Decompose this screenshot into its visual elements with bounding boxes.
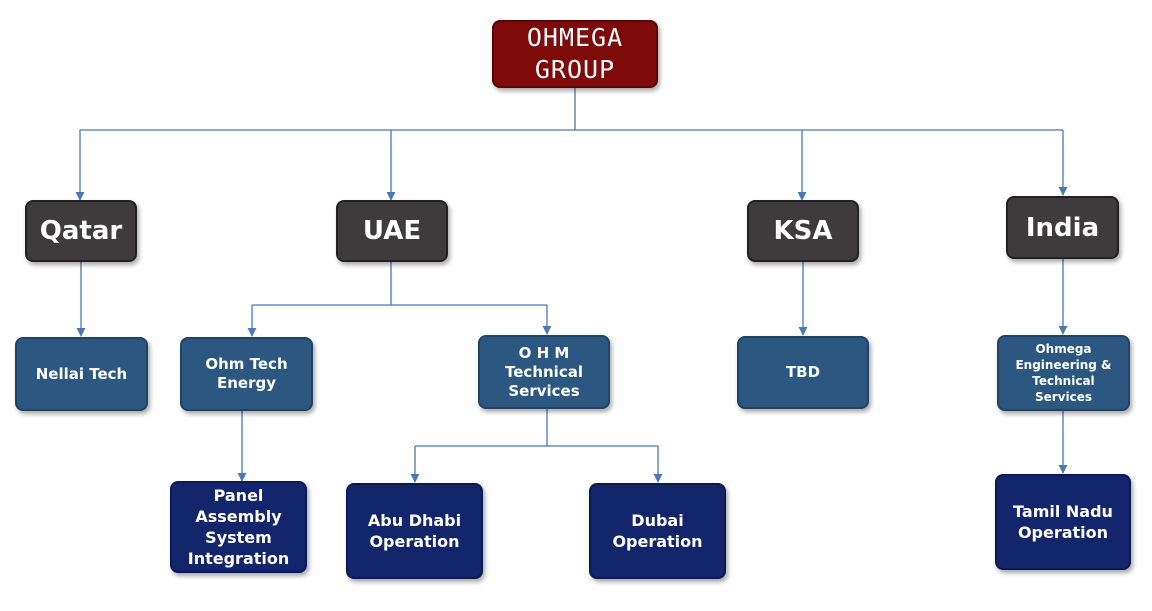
company-label: Nellai Tech: [35, 364, 128, 383]
country-node-qatar: Qatar: [25, 200, 137, 262]
root-node-ohmega-group: OHMEGA GROUP: [492, 20, 658, 88]
country-label: India: [1025, 212, 1100, 243]
operation-node-abu-dhabi: Abu Dhabi Operation: [346, 483, 483, 579]
operation-node-panel-assembly: Panel Assembly System Integration: [170, 481, 307, 573]
operation-node-tamil-nadu: Tamil Nadu Operation: [995, 474, 1131, 570]
country-node-india: India: [1006, 196, 1119, 259]
company-label: O H M Technical Services: [505, 343, 583, 400]
operation-label: Tamil Nadu Operation: [1013, 502, 1113, 542]
company-label: Ohmega Engineering & Technical Services: [1015, 342, 1112, 404]
root-node-label: OHMEGA GROUP: [526, 23, 624, 84]
operation-label: Abu Dhabi Operation: [367, 511, 462, 551]
company-node-ohm-technical-services: O H M Technical Services: [478, 335, 610, 409]
country-node-ksa: KSA: [747, 200, 859, 262]
country-node-uae: UAE: [336, 200, 448, 262]
country-label: UAE: [362, 216, 422, 246]
operation-label: Dubai Operation: [612, 511, 703, 551]
country-label: KSA: [773, 216, 833, 246]
company-label: Ohm Tech Energy: [205, 355, 288, 392]
company-node-tbd: TBD: [737, 336, 869, 409]
company-label: TBD: [785, 363, 821, 381]
country-label: Qatar: [39, 216, 123, 246]
company-node-ohmega-engineering: Ohmega Engineering & Technical Services: [997, 335, 1130, 411]
company-node-ohm-tech-energy: Ohm Tech Energy: [180, 337, 313, 411]
operation-label: Panel Assembly System Integration: [187, 486, 290, 568]
company-node-nellai-tech: Nellai Tech: [15, 337, 148, 411]
operation-node-dubai: Dubai Operation: [589, 483, 726, 579]
